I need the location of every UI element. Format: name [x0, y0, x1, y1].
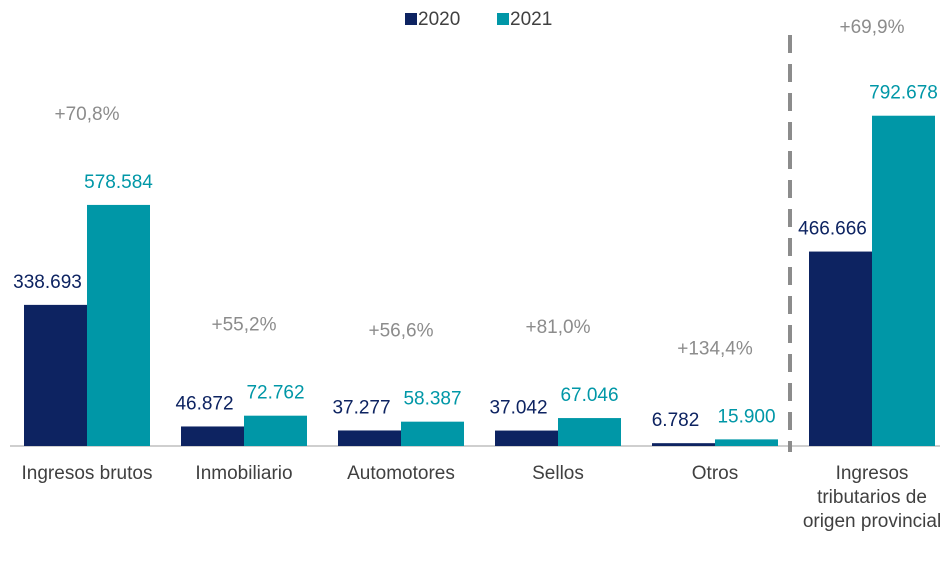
bar — [715, 439, 778, 446]
value-label: 72.762 — [246, 383, 304, 404]
legend-label: 2021 — [510, 9, 552, 30]
value-label: 15.900 — [717, 406, 775, 427]
x-tick-label: Otros — [691, 463, 739, 484]
x-tick-label: Inmobiliario — [195, 463, 293, 484]
value-label: 37.042 — [489, 398, 547, 419]
bar — [87, 204, 150, 446]
legend-swatch — [405, 13, 417, 25]
value-label: 578.584 — [84, 172, 153, 193]
bar — [244, 415, 307, 446]
value-label: 466.666 — [798, 219, 867, 240]
x-tick-label: Ingresos brutos — [21, 463, 153, 484]
value-label: 6.782 — [652, 410, 700, 431]
legend-swatch — [497, 13, 509, 25]
value-label: 67.046 — [560, 385, 618, 406]
x-tick-label: Automotores — [347, 463, 455, 484]
legend-label: 2020 — [418, 9, 460, 30]
bar — [24, 304, 87, 446]
value-label: 37.277 — [332, 397, 390, 418]
growth-annotation: +55,2% — [212, 315, 277, 336]
growth-annotation: +70,8% — [55, 104, 120, 125]
x-tick-label: Sellos — [532, 463, 584, 484]
bar — [338, 430, 401, 446]
value-label: 792.678 — [869, 83, 938, 104]
growth-annotation: +56,6% — [369, 321, 434, 342]
growth-annotation: +134,4% — [677, 338, 753, 359]
value-label: 338.693 — [13, 272, 82, 293]
bar — [558, 418, 621, 446]
bar — [652, 443, 715, 446]
value-label: 46.872 — [175, 393, 233, 414]
bar — [495, 430, 558, 446]
bar — [872, 115, 935, 446]
bar — [809, 251, 872, 446]
value-label: 58.387 — [403, 389, 461, 410]
bar — [181, 426, 244, 446]
growth-annotation: +81,0% — [526, 317, 591, 338]
bar — [401, 421, 464, 446]
growth-annotation: +69,9% — [840, 17, 905, 38]
x-tick-label: Ingresos tributarios de origen provincia… — [802, 463, 942, 532]
